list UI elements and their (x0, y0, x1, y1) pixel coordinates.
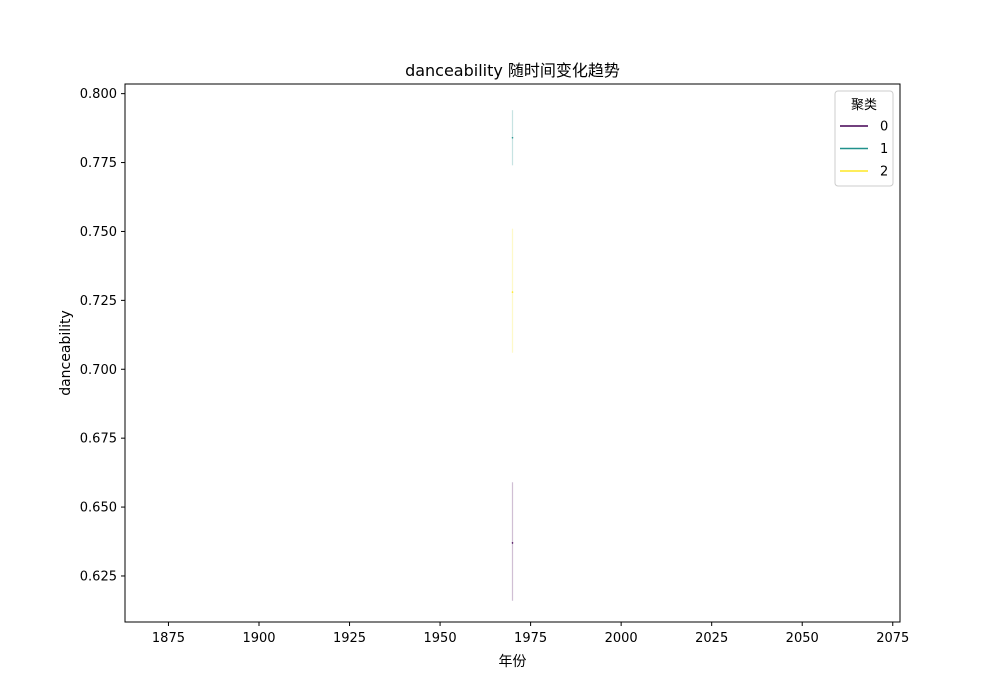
x-tick-label: 1925 (333, 631, 366, 646)
x-tick-label: 2050 (786, 631, 819, 646)
x-axis-label: 年份 (499, 654, 527, 670)
x-tick-label: 1950 (424, 631, 457, 646)
x-tick-label: 1975 (514, 631, 547, 646)
confidence-band-0 (511, 482, 514, 601)
y-tick-label: 0.775 (80, 156, 117, 171)
y-tick-label: 0.800 (80, 87, 117, 102)
x-tick-label: 2075 (876, 631, 909, 646)
x-tick-label: 1875 (152, 631, 185, 646)
y-tick-label: 0.650 (80, 501, 117, 516)
series-layer (511, 110, 514, 601)
chart-title: danceability 随时间变化趋势 (405, 61, 620, 80)
y-tick-label: 0.625 (80, 569, 117, 584)
legend: 聚类 0 1 2 (834, 90, 894, 187)
y-axis-label: danceability (58, 310, 74, 396)
legend-label-1: 1 (880, 142, 888, 157)
legend-label-2: 2 (880, 165, 888, 180)
legend-label-0: 0 (880, 120, 888, 135)
y-tick-label: 0.750 (80, 225, 117, 240)
x-tick-label: 2000 (605, 631, 638, 646)
legend-title: 聚类 (851, 98, 877, 113)
plot-area (124, 83, 901, 623)
series-line-0 (511, 542, 514, 544)
x-tick-label: 2025 (695, 631, 728, 646)
y-tick-label: 0.700 (80, 363, 117, 378)
y-tick-label: 0.675 (80, 432, 117, 447)
confidence-band-2 (511, 228, 514, 353)
x-axis: 1875 1900 1925 1950 1975 2000 2025 2050 2075 (152, 622, 909, 646)
y-axis: 0.625 0.650 0.675 0.700 0.725 0.750 0.775 0.800 (80, 87, 125, 584)
legend-box (834, 90, 894, 187)
y-tick-label: 0.725 (80, 294, 117, 309)
x-tick-label: 1900 (242, 631, 275, 646)
series-line-2 (511, 291, 514, 293)
series-line-1 (511, 136, 514, 139)
